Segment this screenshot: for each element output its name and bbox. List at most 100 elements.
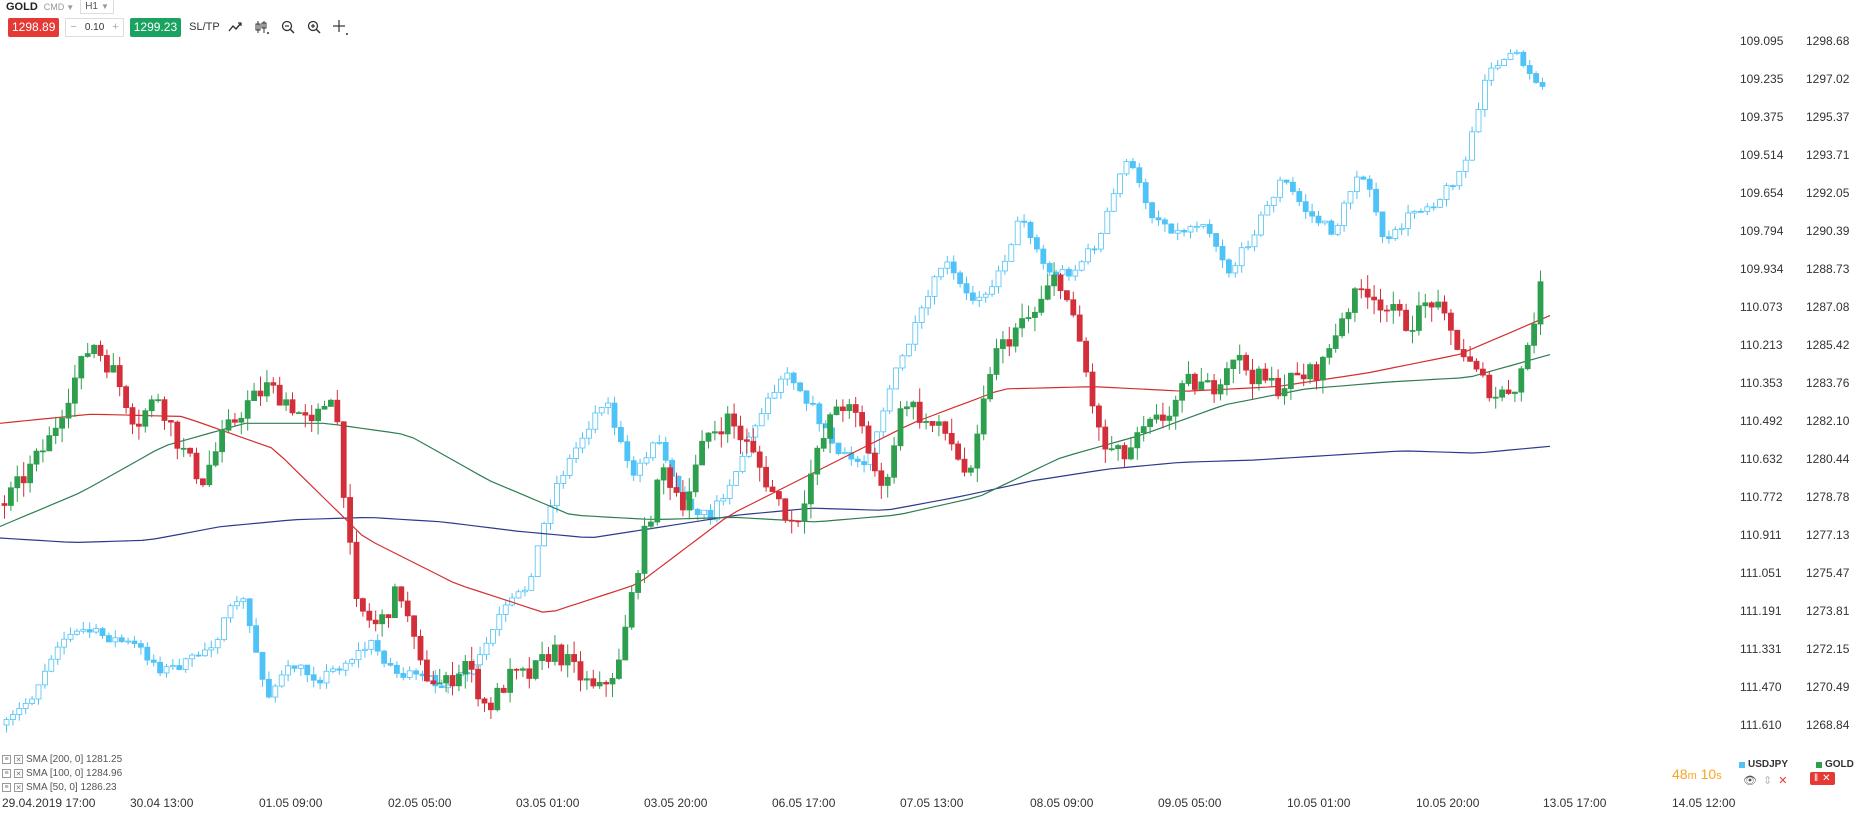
gold-body [1, 503, 8, 506]
usdjpy-body [214, 639, 221, 649]
usdjpy-candle [1360, 175, 1367, 180]
gold-label: GOLD [1825, 759, 1854, 770]
usdjpy-candle [195, 651, 202, 657]
volume-value[interactable]: 0.10 [84, 21, 105, 33]
usdjpy-tag[interactable]: USDJPY [1739, 759, 1788, 770]
gold-body [1076, 314, 1083, 342]
usdjpy-body [1366, 178, 1373, 190]
gold-candle [1396, 299, 1403, 317]
usdjpy-tick-label: 110.353 [1740, 376, 1783, 390]
legend-sma100[interactable]: ≡ ✕ SMA [100, 0] 1284.96 [2, 768, 122, 779]
close-icon[interactable]: ✕ [1822, 773, 1831, 784]
legend-sma50[interactable]: ≡ ✕ SMA [50, 0] 1286.23 [2, 782, 117, 793]
sma200-line[interactable] [0, 445, 1551, 544]
gold-body [110, 365, 117, 373]
gold-body [1217, 384, 1224, 395]
close-icon[interactable]: ✕ [1778, 775, 1788, 787]
zoom-out-icon[interactable] [278, 17, 298, 37]
gold-body [897, 408, 904, 447]
usdjpy-body [906, 343, 912, 357]
gold-candle [1332, 323, 1339, 353]
close-icon[interactable]: ✕ [14, 769, 23, 778]
usdjpy-candle [554, 475, 560, 513]
gold-tag[interactable]: GOLD [1816, 759, 1854, 770]
symbol-label[interactable]: GOLD [6, 1, 38, 13]
gold-candle [1339, 312, 1345, 339]
usdjpy-candle [1213, 233, 1219, 252]
close-icon[interactable]: ✕ [14, 755, 23, 764]
volume-stepper[interactable]: − 0.10 + [65, 17, 124, 37]
usdjpy-body [99, 628, 106, 636]
countdown-seconds: 10 [1700, 766, 1717, 782]
gold-candle [724, 406, 731, 443]
gold-candle [327, 398, 334, 407]
usdjpy-candle [650, 441, 656, 462]
usdjpy-body [950, 261, 957, 274]
usdjpy-candle [489, 629, 496, 647]
sell-button[interactable]: 1298.89 [8, 17, 60, 37]
usdjpy-body [957, 272, 963, 285]
usdjpy-color-swatch [1739, 761, 1745, 768]
sltp-button[interactable]: SL/TP [189, 21, 220, 33]
candles-icon[interactable]: ‖ [1814, 773, 1819, 784]
gold-candle [455, 664, 462, 692]
usdjpy-body [1302, 201, 1309, 213]
usdjpy-body [3, 719, 10, 726]
move-icon[interactable]: ⇕ [1762, 775, 1773, 787]
sma100-line[interactable] [0, 354, 1551, 528]
usdjpy-body [131, 640, 138, 645]
usdjpy-body [1405, 212, 1411, 229]
gold-candle [820, 423, 827, 453]
trade-bar: 1298.89 − 0.10 + 1299.23 SL/TP [8, 17, 350, 37]
candles-icon[interactable] [252, 17, 272, 37]
timeframe-dropdown[interactable]: H1 ▼ [80, 0, 114, 14]
gold-candle [65, 388, 72, 429]
legend-sma200[interactable]: ≡ ✕ SMA [200, 0] 1281.25 [2, 754, 122, 765]
time-tick-label: 10.05 20:00 [1416, 796, 1480, 810]
zoom-in-icon[interactable] [304, 17, 324, 37]
gold-candle [1326, 343, 1333, 365]
gold-body [756, 451, 763, 468]
sma50-line[interactable] [0, 315, 1551, 613]
gold-candle [33, 448, 40, 472]
crosshair-icon[interactable] [330, 17, 350, 37]
gold-body [180, 447, 187, 450]
buy-button[interactable]: 1299.23 [129, 17, 182, 37]
gold-body [1140, 426, 1147, 434]
close-icon[interactable]: ✕ [14, 783, 23, 792]
volume-increase-button[interactable]: + [112, 21, 119, 33]
gold-body [308, 414, 315, 422]
gold-candle [782, 498, 789, 524]
trend-icon[interactable] [226, 17, 246, 37]
gold-body [980, 398, 987, 435]
gold-body [1422, 302, 1429, 307]
usdjpy-candle [29, 695, 36, 706]
legend-label: SMA [100, 0] 1284.96 [26, 768, 123, 779]
gold-body [564, 654, 571, 666]
usdjpy-candle [1469, 126, 1475, 161]
gold-candle [1211, 374, 1217, 403]
mode-dropdown[interactable]: CMD ▼ [44, 2, 74, 12]
settings-icon[interactable]: ≡ [2, 769, 11, 778]
gold-body [776, 491, 782, 500]
usdjpy-candle [1226, 258, 1232, 278]
gold-candle [648, 515, 654, 530]
usdjpy-body [189, 654, 196, 660]
settings-icon[interactable]: ≡ [2, 783, 11, 792]
volume-decrease-button[interactable]: − [70, 21, 77, 33]
usdjpy-candle [1520, 50, 1527, 68]
gold-candle [321, 400, 328, 410]
eye-icon[interactable]: 👁 [1743, 775, 1757, 787]
gold-body [923, 421, 929, 423]
gold-candle [379, 609, 386, 637]
usdjpy-candle [918, 305, 925, 329]
usdjpy-body [1213, 233, 1219, 247]
settings-icon[interactable]: ≡ [2, 755, 11, 764]
usdjpy-candle [310, 666, 317, 688]
usdjpy-body [547, 505, 554, 524]
usdjpy-candle [1130, 157, 1136, 170]
gold-body [270, 382, 277, 386]
gold-body [718, 431, 725, 435]
usdjpy-body [54, 646, 61, 660]
